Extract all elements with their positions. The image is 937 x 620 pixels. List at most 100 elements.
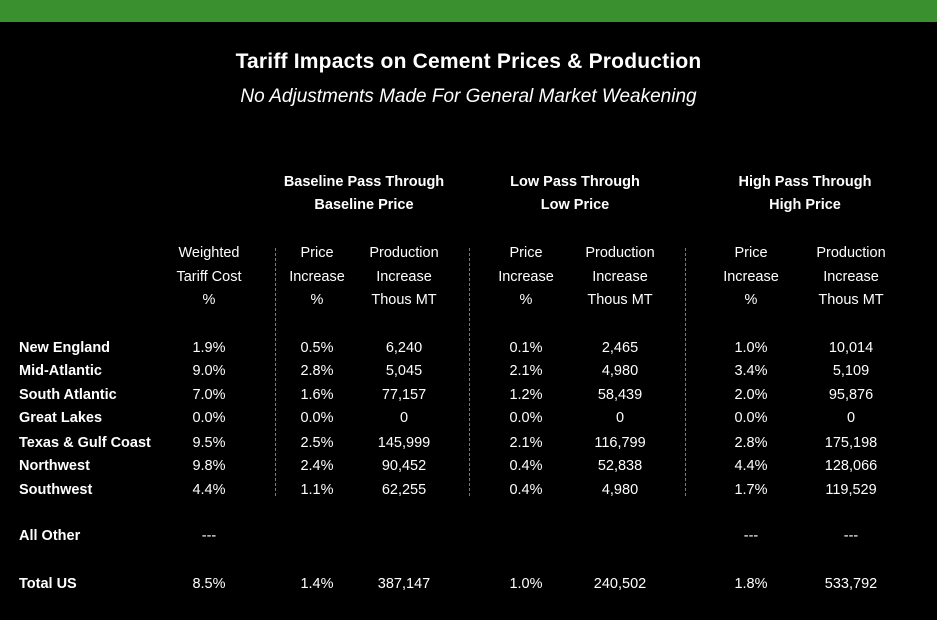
column-header-line: Increase [498,268,554,285]
column-header-line: Thous MT [587,292,653,308]
column-header-line: Increase [723,268,779,285]
table-cell: 1.4% [300,576,334,592]
page-subtitle: No Adjustments Made For General Market W… [240,86,697,107]
column-header-line: Increase [376,268,432,285]
table-cell: 7.0% [192,387,226,403]
column-header-line: Price [734,245,768,261]
table-cell: 62,255 [381,482,427,498]
table-cell: 5,045 [385,363,423,379]
column-header-line: % [744,292,758,308]
row-label: South Atlantic [19,387,117,403]
table-cell: 77,157 [381,387,427,403]
row-label: New England [19,340,111,356]
table-cell: 116,799 [594,435,646,451]
group-header-line1: Low Pass Through [510,174,640,190]
table-cell: 145,999 [377,435,431,451]
table-cell: 4,980 [601,482,639,498]
row-label: Mid-Atlantic [19,363,102,379]
table-cell: --- [743,528,759,544]
table-cell: 2.5% [300,435,334,451]
column-header-1: Weighted Tariff Cost% [154,242,264,313]
table-cell: 58,439 [597,387,643,403]
column-header-line: Production [369,245,439,261]
top-accent-bar [0,0,937,22]
table-cell: 2.1% [509,435,543,451]
table-cell: 4,980 [601,363,639,379]
table-cell: --- [843,528,859,544]
column-header-line: % [310,292,324,308]
table-cell: 2.4% [300,458,334,474]
table-cell: 2.0% [734,387,768,403]
table-cell: 4.4% [192,482,226,498]
table-cell: --- [201,528,217,544]
table-cell: 9.8% [192,458,226,474]
column-header-line: Tariff Cost [176,268,242,285]
group-header-line1: High Pass Through [738,174,872,190]
table-cell: 0 [399,410,409,426]
column-header-line: Production [585,245,655,261]
column-header-line: Price [300,245,334,261]
column-header-line: Thous MT [818,292,884,308]
row-label: Northwest [19,458,90,474]
table-cell: 175,198 [824,435,878,451]
table-cell: 10,014 [828,340,874,356]
table-cell: 0 [615,410,625,426]
column-header-5: Production Increase Thous MT [565,242,675,313]
table-cell: 1.0% [734,340,768,356]
column-header-line: Increase [592,268,648,285]
column-header-7: Production Increase Thous MT [796,242,906,313]
column-header-line: Price [509,245,543,261]
table-cell: 2.8% [300,363,334,379]
row-label: Texas & Gulf Coast [19,435,151,451]
table-cell: 1.0% [509,576,543,592]
table-cell: 0 [846,410,856,426]
table-cell: 0.1% [509,340,543,356]
table-cell: 3.4% [734,363,768,379]
group-header-line2: Low Price [540,197,610,213]
group-header-2: Low Pass Through Low Price [465,171,685,217]
table-cell: 119,529 [825,482,877,498]
group-header-1: Baseline Pass Through Baseline Price [254,171,474,217]
column-header-line: % [519,292,533,308]
column-header-line: Increase [289,268,345,285]
table-cell: 387,147 [377,576,431,592]
column-header-3: Production Increase Thous MT [349,242,459,313]
table-cell: 4.4% [734,458,768,474]
column-header-2: Price Increase% [262,242,372,313]
table-cell: 0.4% [509,458,543,474]
table-cell: 1.7% [734,482,768,498]
column-header-line: Weighted [178,245,240,261]
table-cell: 2.1% [509,363,543,379]
column-header-line: Thous MT [371,292,437,308]
table-cell: 95,876 [828,387,874,403]
row-label: Southwest [19,482,93,498]
table-cell: 1.9% [192,340,226,356]
table-cell: 8.5% [192,576,226,592]
table-cell: 0.5% [300,340,334,356]
table-cell: 9.0% [192,363,226,379]
row-label: All Other [19,528,81,544]
table-cell: 0.0% [509,410,543,426]
table-cell: 2,465 [601,340,639,356]
group-header-line2: Baseline Price [314,197,414,213]
column-header-line: Production [816,245,886,261]
column-divider-1 [275,248,276,496]
row-label: Total US [19,576,77,592]
table-cell: 1.8% [734,576,768,592]
column-header-4: Price Increase% [471,242,581,313]
table-cell: 90,452 [381,458,427,474]
table-cell: 0.0% [300,410,334,426]
table-cell: 533,792 [824,576,878,592]
group-header-line1: Baseline Pass Through [283,174,445,190]
column-divider-2 [469,248,470,496]
table-cell: 6,240 [385,340,423,356]
column-header-6: Price Increase% [696,242,806,313]
table-cell: 0.4% [509,482,543,498]
table-cell: 1.2% [509,387,543,403]
column-header-line: Increase [823,268,879,285]
page-title: Tariff Impacts on Cement Prices & Produc… [235,50,702,73]
column-header-line: % [202,292,216,308]
row-label: Great Lakes [19,410,103,426]
table-cell: 0.0% [192,410,226,426]
group-header-3: High Pass Through High Price [695,171,915,217]
